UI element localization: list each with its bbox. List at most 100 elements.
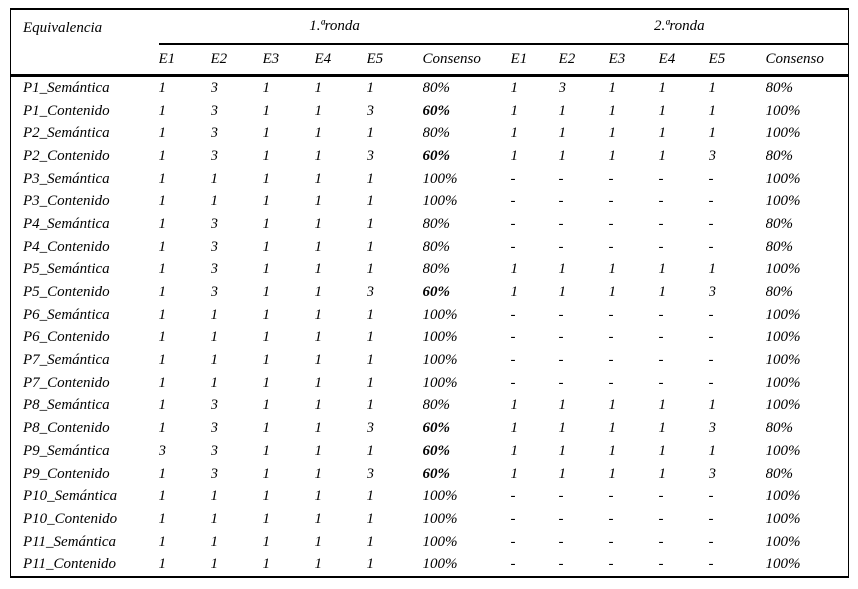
rating-cell-round1: 3	[210, 215, 219, 232]
rating-cell-round2: 1	[658, 465, 667, 482]
rating-cell-round2: 1	[558, 397, 567, 414]
rating-cell-round2: 1	[658, 397, 667, 414]
table-row: P1_Semántica 1 3 1 1 1 80% 1 3 1 1 1 80%	[11, 76, 849, 100]
rating-cell-round1: 1	[158, 79, 167, 96]
rating-cell-round2: 1	[558, 147, 567, 164]
consenso-cell-round2: 100%	[765, 352, 801, 369]
rating-cell-round1: 1	[366, 193, 375, 210]
rating-cell-round2: 3	[708, 420, 717, 437]
rating-cell-round2: -	[708, 170, 714, 187]
rating-cell-round2: 1	[510, 397, 519, 414]
table-row: P9_Semántica 3 3 1 1 1 60% 1 1 1 1 1 100%	[11, 440, 849, 463]
consenso-cell-round1: 80%	[422, 238, 451, 255]
rating-cell-round1: 1	[314, 533, 323, 550]
consenso-cell-round2: 100%	[765, 170, 801, 187]
rating-cell-round1: 1	[158, 488, 167, 505]
rating-cell-round2: 1	[558, 102, 567, 119]
rating-cell-round1: 1	[210, 193, 219, 210]
rating-cell-round1: 1	[262, 420, 271, 437]
rating-cell-round2: 1	[658, 102, 667, 119]
col-header-e5-r2: E5	[708, 44, 766, 77]
col-header-e5-r1: E5	[366, 44, 423, 77]
rating-cell-round2: 1	[708, 261, 717, 278]
rating-cell-round2: -	[608, 374, 614, 391]
row-label: P11_Contenido	[23, 556, 117, 573]
rating-cell-round2: -	[558, 306, 564, 323]
rating-cell-round1: 1	[314, 79, 323, 96]
consenso-cell-round2: 100%	[765, 306, 801, 323]
rating-cell-round2: -	[658, 306, 664, 323]
rating-cell-round1: 3	[210, 147, 219, 164]
rating-cell-round1: 1	[158, 420, 167, 437]
rating-cell-round2: -	[510, 329, 516, 346]
table-row: P8_Semántica 1 3 1 1 1 80% 1 1 1 1 1 100%	[11, 395, 849, 418]
rating-cell-round2: -	[708, 306, 714, 323]
rating-cell-round2: 1	[558, 465, 567, 482]
rating-cell-round2: 3	[558, 79, 567, 96]
rating-cell-round2: 1	[658, 125, 667, 142]
rating-cell-round2: -	[708, 556, 714, 573]
rating-cell-round1: 1	[262, 556, 271, 573]
rating-cell-round1: 1	[314, 420, 323, 437]
rating-cell-round1: 3	[366, 147, 375, 164]
rating-cell-round2: -	[708, 215, 714, 232]
rating-cell-round1: 1	[158, 556, 167, 573]
consenso-cell-round2: 100%	[765, 397, 801, 414]
rating-cell-round1: 1	[366, 397, 375, 414]
rating-cell-round1: 1	[210, 374, 219, 391]
rating-cell-round2: -	[558, 556, 564, 573]
rating-cell-round2: 1	[658, 261, 667, 278]
row-label: P8_Contenido	[23, 420, 110, 437]
rating-cell-round2: -	[558, 329, 564, 346]
rating-cell-round2: -	[708, 238, 714, 255]
rating-cell-round2: 1	[708, 79, 717, 96]
table-row: P5_Contenido 1 3 1 1 3 60% 1 1 1 1 3 80%	[11, 281, 849, 304]
rating-cell-round2: -	[608, 556, 614, 573]
consenso-cell-round2: 80%	[765, 147, 794, 164]
rating-cell-round2: -	[510, 170, 516, 187]
rating-cell-round2: 1	[608, 284, 617, 301]
consenso-cell-round2: 100%	[765, 329, 801, 346]
rating-cell-round1: 3	[210, 79, 219, 96]
rating-cell-round2: -	[608, 215, 614, 232]
consenso-cell-round1: 80%	[422, 125, 451, 142]
row-label: P6_Contenido	[23, 329, 110, 346]
rating-cell-round1: 1	[158, 193, 167, 210]
round1-group-header: 1.ªronda	[158, 9, 511, 45]
rating-cell-round1: 3	[210, 465, 219, 482]
rating-cell-round2: -	[510, 533, 516, 550]
consenso-cell-round2: 100%	[765, 125, 801, 142]
rating-cell-round2: -	[558, 193, 564, 210]
table-header: Equivalencia 1.ªronda 2.ªronda E1 E2 E3 …	[10, 9, 849, 77]
rating-cell-round2: 1	[510, 284, 519, 301]
rating-cell-round1: 1	[262, 261, 271, 278]
rating-cell-round1: 1	[366, 261, 375, 278]
rating-cell-round2: -	[658, 488, 664, 505]
col-header-e2-r2: E2	[558, 44, 609, 77]
rating-cell-round1: 1	[158, 510, 167, 527]
rating-cell-round2: -	[708, 510, 714, 527]
rating-cell-round1: 1	[158, 170, 167, 187]
rating-cell-round1: 1	[314, 352, 323, 369]
consenso-cell-round2: 100%	[765, 556, 801, 573]
rating-cell-round1: 1	[210, 352, 219, 369]
rating-cell-round2: -	[608, 238, 614, 255]
rating-cell-round2: 1	[510, 465, 519, 482]
rating-cell-round1: 1	[210, 488, 219, 505]
rating-cell-round1: 1	[210, 306, 219, 323]
rating-cell-round1: 1	[158, 102, 167, 119]
rating-cell-round1: 3	[210, 420, 219, 437]
rating-cell-round2: -	[510, 488, 516, 505]
table-row: P4_Semántica 1 3 1 1 1 80% - - - - - 80%	[11, 213, 849, 236]
rating-cell-round1: 1	[314, 442, 323, 459]
rating-cell-round2: 1	[510, 102, 519, 119]
rating-cell-round2: -	[658, 193, 664, 210]
table-row: P7_Contenido 1 1 1 1 1 100% - - - - - 100%	[11, 372, 849, 395]
rating-cell-round1: 1	[314, 374, 323, 391]
col-header-e3-r2: E3	[608, 44, 659, 77]
row-label: P6_Semántica	[23, 306, 110, 323]
col-header-consenso-r1: Consenso	[422, 44, 511, 77]
rating-cell-round2: 1	[510, 125, 519, 142]
row-label: P5_Semántica	[23, 261, 110, 278]
consenso-cell-round1: 100%	[422, 556, 458, 573]
